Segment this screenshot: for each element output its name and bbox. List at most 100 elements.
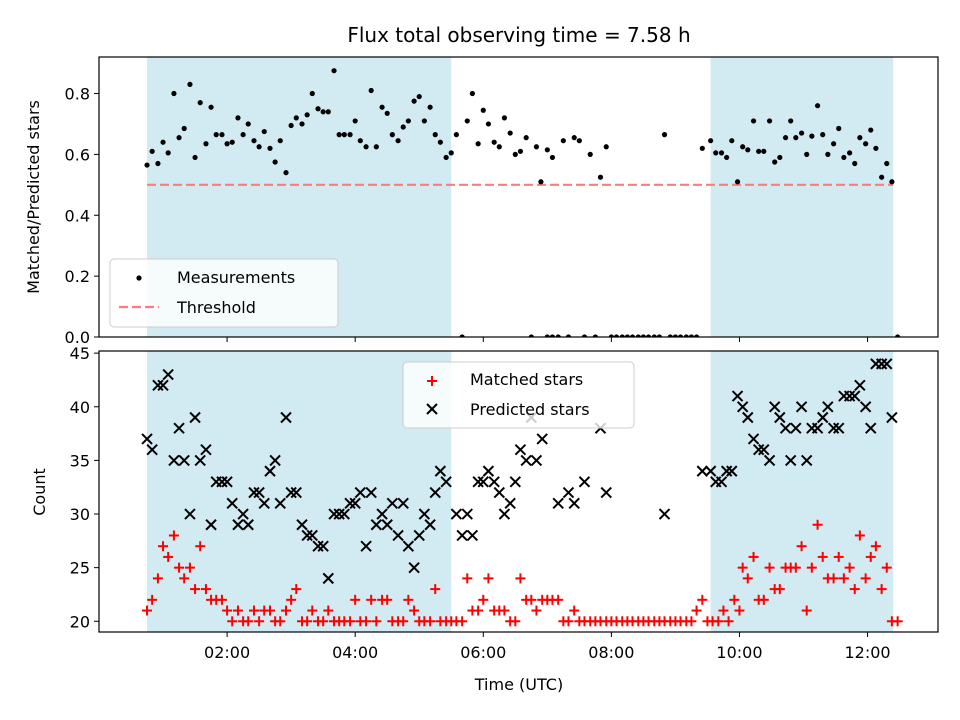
predicted-stars-point <box>280 411 292 424</box>
predicted-x-b <box>173 422 185 434</box>
predicted-stars-point <box>312 540 324 552</box>
matched-stars-point <box>774 584 785 595</box>
measurement-point <box>165 150 171 156</box>
measurement-point <box>852 160 858 167</box>
predicted-x-b <box>290 486 302 499</box>
matched-stars-point <box>812 519 823 530</box>
predicted-x-b <box>720 465 733 477</box>
matched-stars-point <box>174 562 185 573</box>
matched-stars-point <box>366 594 377 605</box>
measurement-point <box>219 132 225 138</box>
predicted-x-b <box>216 476 228 488</box>
predicted-stars-point <box>370 519 383 531</box>
bottom-y-tick-label: 25 <box>70 559 90 578</box>
predicted-stars-point <box>461 508 473 520</box>
bottom-legend: Matched stars Predicted stars <box>402 361 635 429</box>
bottom-y-tick-label: 40 <box>70 398 90 417</box>
legend-measurement-marker <box>136 275 142 281</box>
matched-stars-point <box>248 605 259 616</box>
predicted-x-b <box>536 433 548 445</box>
bottom-x-tick-label: 08:00 <box>588 643 634 662</box>
measurement-point <box>432 132 438 138</box>
matched-stars-point <box>184 562 195 573</box>
predicted-x-b <box>843 390 856 402</box>
measurement-point <box>683 334 689 337</box>
predicted-stars-point <box>600 486 612 499</box>
predicted-x-b <box>392 529 404 542</box>
matched-stars-point <box>318 616 329 627</box>
predicted-x-b <box>269 454 281 467</box>
matched-stars-point <box>526 594 537 605</box>
measurement-point <box>235 115 241 121</box>
top-plot-area <box>144 68 901 337</box>
matched-stars-point <box>796 541 807 552</box>
predicted-stars-point <box>194 454 206 467</box>
matched-stars-point <box>163 551 174 562</box>
matched-stars-point <box>713 616 724 627</box>
measurement-point <box>734 179 741 185</box>
measurement-point <box>155 160 161 167</box>
measurement-point <box>331 68 337 74</box>
legend-threshold-label: Threshold <box>176 298 256 317</box>
predicted-x-b <box>881 358 893 370</box>
predicted-stars-point <box>742 411 754 424</box>
predicted-stars-point <box>562 486 575 499</box>
measurement-point <box>724 154 730 161</box>
measurement-point <box>857 135 863 141</box>
measurement-point <box>421 118 427 124</box>
predicted-x-b <box>450 508 463 520</box>
bottom-x-tick-label: 10:00 <box>716 643 762 662</box>
predicted-stars-point <box>408 561 420 574</box>
top-y-tick-label: 0.8 <box>65 85 90 104</box>
predicted-stars-point <box>226 497 238 510</box>
measurement-point <box>549 154 556 161</box>
predicted-x-b <box>322 572 334 585</box>
matched-stars-point <box>307 605 318 616</box>
measurement-point <box>304 112 310 118</box>
predicted-x-b <box>811 422 824 434</box>
predicted-x-b <box>530 454 543 467</box>
predicted-x-b <box>779 422 792 434</box>
predicted-stars-point <box>504 497 516 510</box>
measurement-point <box>873 145 879 151</box>
predicted-x-b <box>189 411 201 424</box>
bottom-y-tick-label: 35 <box>70 451 90 470</box>
measurement-point <box>672 334 679 337</box>
top-y-tick-label: 0.4 <box>65 206 90 225</box>
predicted-stars-point <box>141 433 153 445</box>
bottom-legend-box <box>402 361 635 429</box>
predicted-x-b <box>418 508 431 520</box>
measurement-point <box>427 104 433 110</box>
measurement-point <box>693 334 700 337</box>
predicted-stars-point <box>397 497 409 510</box>
predicted-stars-point <box>418 508 431 520</box>
measurement-point <box>480 107 486 113</box>
predicted-stars-point <box>157 379 169 392</box>
top-legend: Measurements Threshold <box>109 258 339 328</box>
measurement-point <box>315 106 321 112</box>
matched-stars-point <box>854 530 865 541</box>
matched-stars-point <box>686 616 697 627</box>
measurement-point <box>400 124 406 130</box>
predicted-stars-point <box>168 454 180 467</box>
predicted-x-b <box>413 529 425 542</box>
measurement-point <box>379 104 385 110</box>
predicted-stars-point <box>189 411 201 424</box>
predicted-x-b <box>376 508 388 520</box>
predicted-stars-point <box>849 390 861 402</box>
matched-stars-point <box>265 605 276 616</box>
measurement-point <box>528 334 534 337</box>
matched-stars-point <box>870 541 881 552</box>
predicted-x-b <box>168 454 180 467</box>
matched-stars-point <box>323 605 334 616</box>
bottom-x-tick-label: 02:00 <box>204 643 250 662</box>
measurement-point <box>576 138 582 144</box>
measurement-point <box>197 100 203 106</box>
measurement-point <box>501 115 508 121</box>
matched-stars-point <box>718 605 729 616</box>
measurement-point <box>245 121 251 127</box>
measurement-point <box>448 150 454 156</box>
measurement-point <box>804 151 810 157</box>
matched-stars-point <box>425 616 436 627</box>
measurement-point <box>793 135 799 141</box>
